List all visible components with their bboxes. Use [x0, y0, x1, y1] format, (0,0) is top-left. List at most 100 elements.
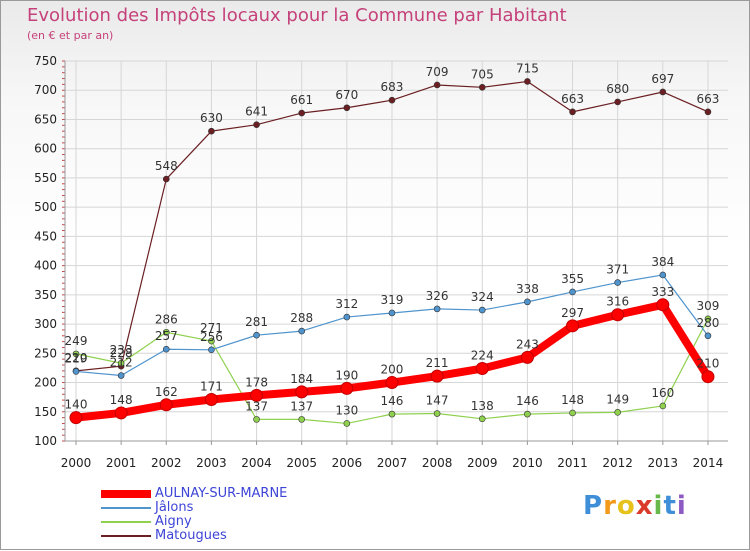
data-point: [72, 350, 80, 358]
data-label: 297: [561, 306, 584, 320]
brand-letter: P: [583, 491, 604, 521]
data-point: [478, 84, 486, 91]
data-point: [388, 96, 396, 104]
data-point: [162, 328, 170, 336]
data-label: 256: [200, 330, 223, 344]
data-point: [704, 315, 712, 323]
data-label: 200: [381, 363, 404, 377]
data-label: 663: [697, 92, 720, 106]
x-tick-label: 2011: [557, 456, 588, 470]
data-label: 212: [110, 356, 133, 370]
data-label: 228: [110, 346, 133, 360]
y-tick-label: 350: [34, 288, 57, 302]
y-tick-label: 100: [34, 434, 57, 448]
x-tick-label: 2007: [377, 456, 408, 470]
x-tick-label: 2010: [512, 456, 543, 470]
data-point: [250, 388, 264, 402]
data-point: [611, 308, 625, 322]
data-point: [569, 108, 576, 116]
data-label: 130: [335, 403, 358, 417]
y-tick-label: 450: [34, 229, 57, 243]
data-point: [524, 298, 531, 306]
data-point: [701, 370, 715, 384]
data-point: [298, 109, 306, 117]
data-point: [478, 415, 486, 423]
data-label: 280: [697, 316, 720, 330]
data-label: 324: [471, 290, 494, 304]
data-point: [659, 88, 667, 96]
data-label: 190: [335, 368, 358, 382]
data-label: 146: [516, 394, 539, 408]
x-tick-label: 2009: [467, 456, 498, 470]
data-label: 210: [697, 357, 720, 371]
legend-label: Aigny: [155, 514, 192, 529]
legend-swatch-jalons: [101, 507, 151, 509]
data-point: [208, 337, 215, 345]
data-label: 384: [651, 255, 674, 269]
y-tick-label: 500: [34, 200, 57, 214]
brand-letter: t: [663, 491, 677, 521]
x-tick-label: 2001: [106, 456, 137, 470]
x-tick-label: 2008: [422, 456, 453, 470]
data-point: [388, 410, 396, 418]
x-tick-label: 2000: [61, 456, 92, 470]
legend-swatch-matougues: [101, 535, 151, 537]
data-label: 211: [426, 356, 449, 370]
data-point: [340, 381, 354, 395]
data-point: [614, 98, 621, 106]
data-point: [385, 376, 399, 390]
data-point: [253, 331, 260, 339]
legend-swatch-aulnay: [101, 490, 151, 498]
data-label: 709: [426, 65, 449, 79]
data-label: 162: [155, 385, 178, 399]
data-point: [343, 104, 351, 112]
x-tick-label: 2012: [602, 456, 633, 470]
data-point: [704, 332, 712, 340]
brand-letter: r: [603, 491, 617, 521]
data-label: 147: [426, 394, 449, 408]
data-label: 233: [110, 343, 133, 357]
data-label: 661: [290, 93, 313, 107]
data-label: 319: [381, 293, 404, 307]
data-label: 138: [471, 399, 494, 413]
x-tick-label: 2005: [286, 456, 317, 470]
data-label: 271: [200, 321, 223, 335]
data-point: [208, 127, 215, 135]
data-point: [614, 279, 621, 286]
brand-letter: i: [676, 491, 687, 521]
data-point: [388, 309, 396, 317]
x-tick-label: 2003: [196, 456, 227, 470]
data-point: [114, 406, 128, 420]
y-tick-label: 700: [34, 83, 57, 97]
data-point: [162, 175, 170, 183]
legend-label: AULNAY-SUR-MARNE: [155, 486, 288, 501]
data-label: 148: [110, 393, 133, 407]
data-point: [208, 346, 215, 354]
data-label: 316: [606, 295, 629, 309]
data-label: 146: [381, 394, 404, 408]
data-label: 171: [200, 379, 223, 393]
data-label: 219: [65, 351, 88, 365]
data-label: 286: [155, 312, 178, 326]
brand-letter: x: [635, 491, 654, 521]
data-label: 705: [471, 67, 494, 81]
y-tick-label: 200: [34, 376, 57, 390]
data-label: 137: [245, 399, 268, 413]
proxiti-logo: Proxiti: [583, 491, 687, 521]
data-point: [433, 410, 441, 417]
chart-subtitle: (en € et par an): [27, 29, 114, 42]
data-point: [295, 385, 309, 399]
data-point: [520, 350, 534, 364]
data-label: 309: [697, 299, 720, 313]
y-tick-label: 550: [34, 171, 57, 185]
data-label: 149: [606, 392, 629, 406]
y-tick-label: 650: [34, 112, 57, 126]
data-point: [656, 298, 670, 312]
y-tick-label: 750: [34, 54, 57, 68]
x-tick-label: 2013: [648, 456, 679, 470]
data-point: [569, 288, 576, 296]
data-point: [343, 313, 351, 321]
data-label: 697: [651, 72, 674, 86]
data-point: [524, 410, 531, 418]
